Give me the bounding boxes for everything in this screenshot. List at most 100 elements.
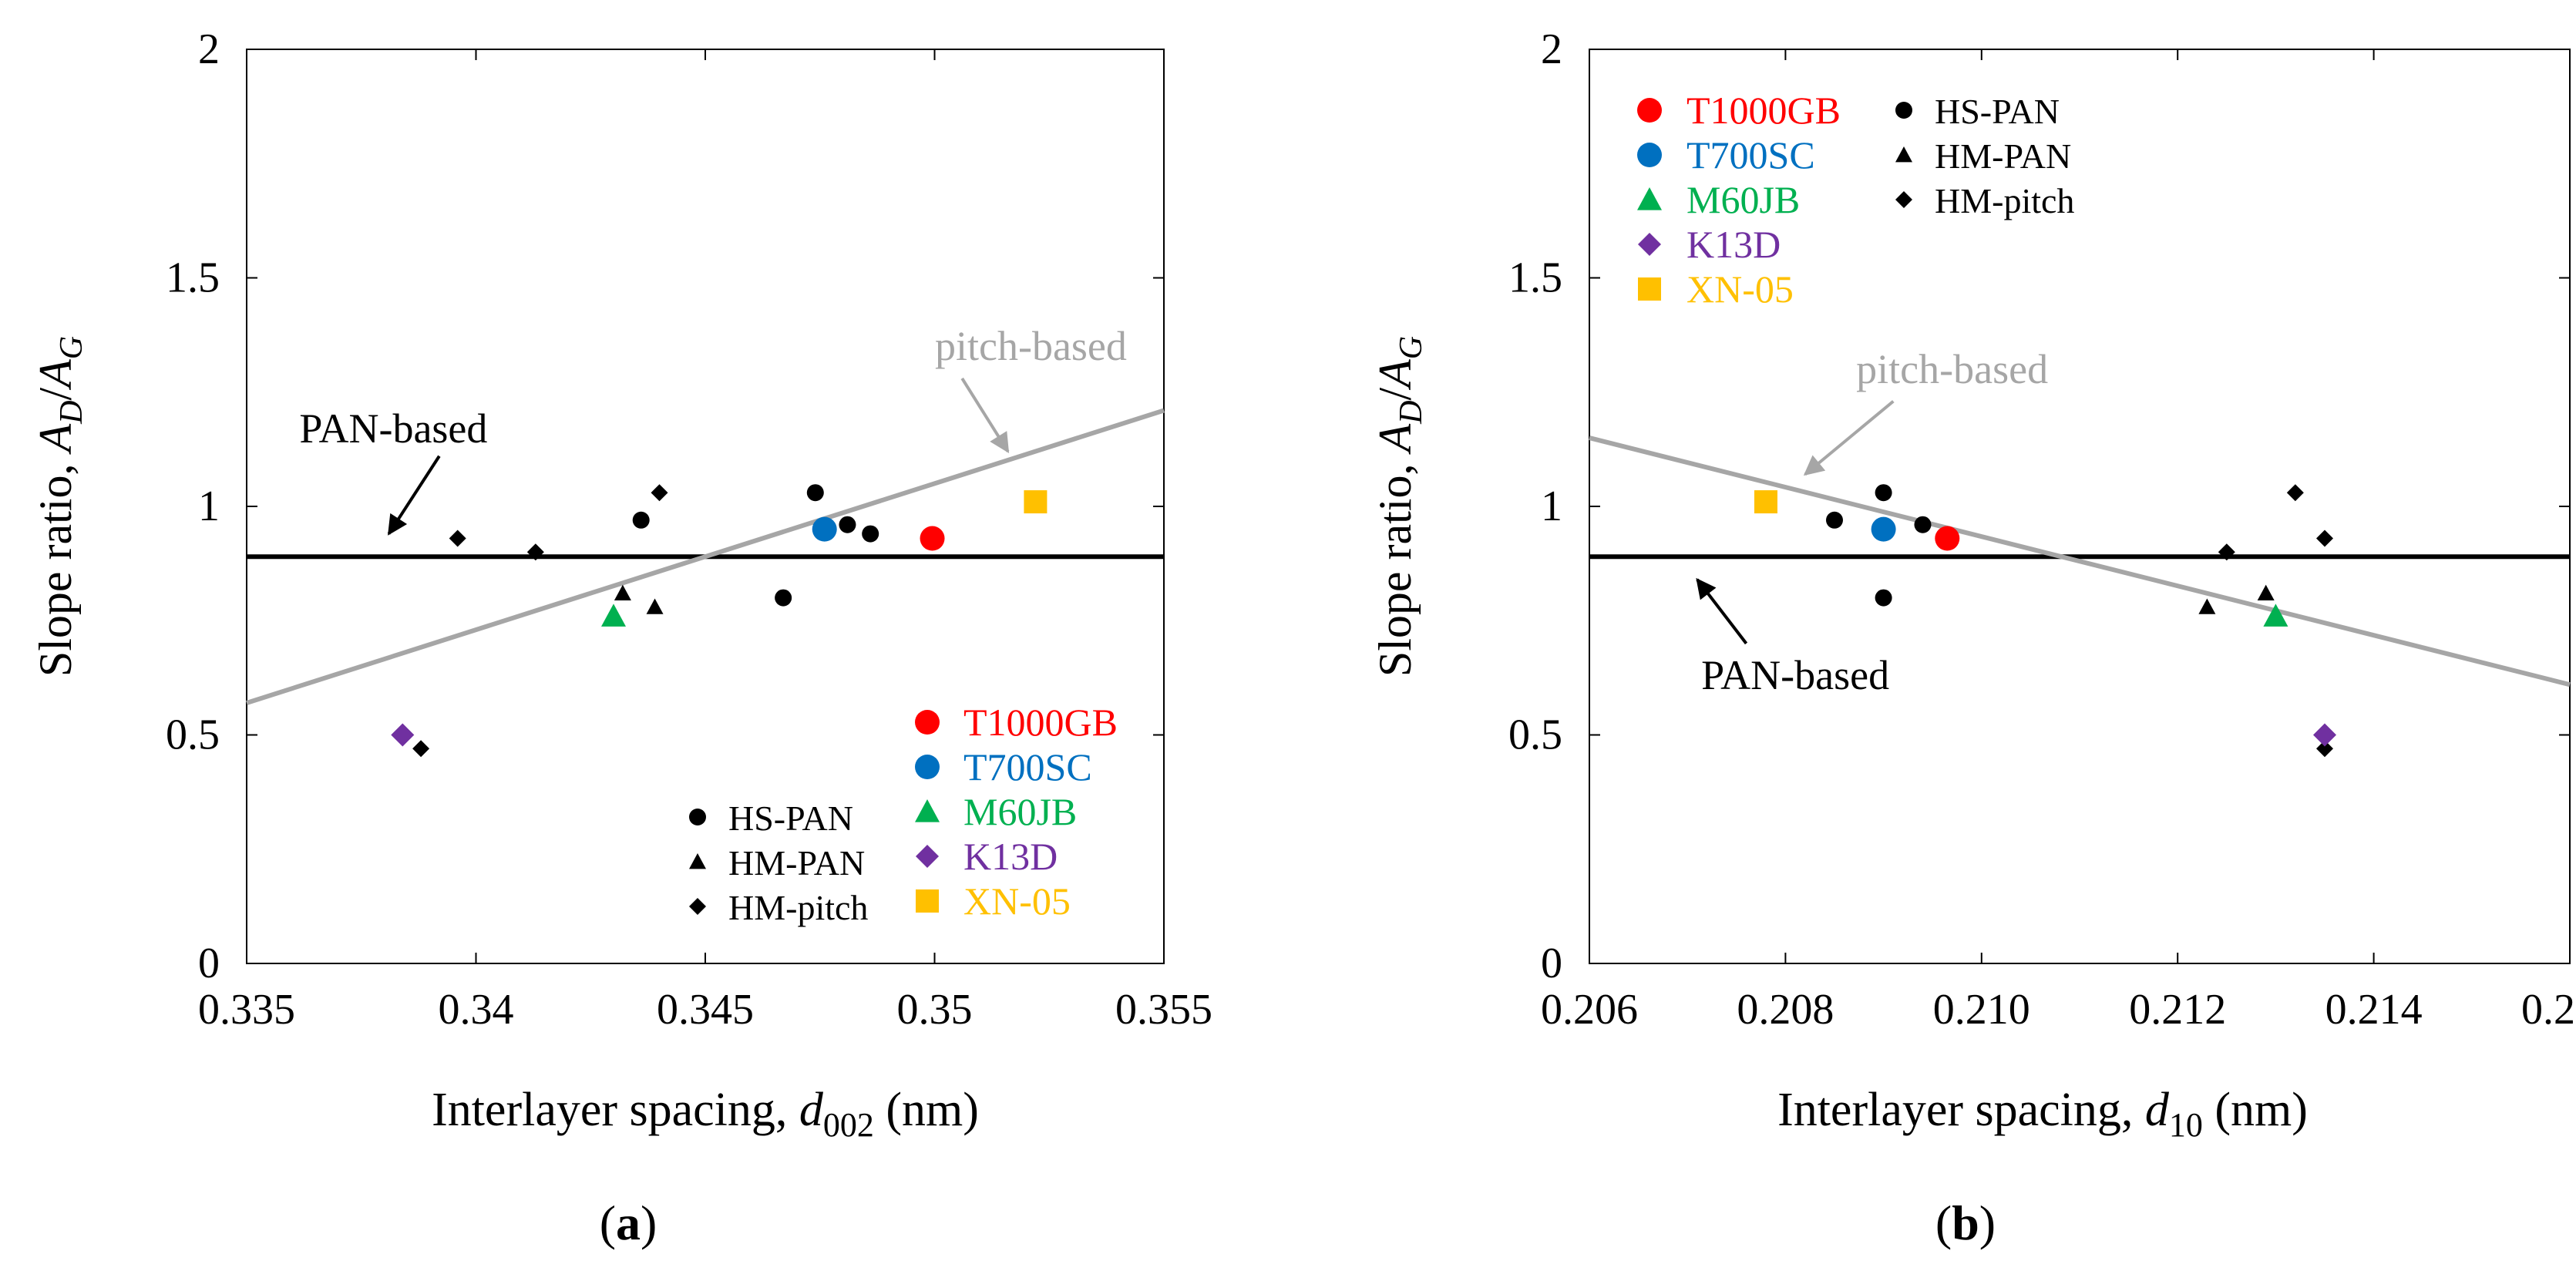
panel-a: 0.335 0.34 0.345 0.35 0.355 0 0.5 1 1.5 2 PAN-base… — [30, 25, 1212, 1250]
data-point-hs-pan — [775, 589, 792, 607]
annotation-arrow — [1696, 577, 1748, 645]
legend-marker-t700sc — [1637, 143, 1662, 167]
x-tick-label: 0.34 — [439, 986, 514, 1034]
legend-label: HM-PAN — [1935, 136, 2071, 176]
panel-b: 0.206 0.208 0.210 0.212 0.214 0.216 0 0.5 1 1.5 2 p… — [1370, 25, 2576, 1250]
legend-marker-t1000gb — [1637, 98, 1662, 123]
data-point-hm-pitch — [412, 740, 430, 758]
y-tick-label: 1 — [1541, 482, 1562, 530]
data-point-hs-pan — [1875, 589, 1892, 607]
annotation-arrow — [387, 455, 441, 536]
panel-caption: (a) — [600, 1195, 657, 1250]
data-point-hs-pan — [839, 516, 856, 533]
data-point-hm-pitch — [2286, 484, 2304, 502]
x-tick-label: 0.208 — [1737, 986, 1834, 1034]
data-point-t1000gb — [1935, 526, 1960, 551]
data-point-hm-pitch — [2316, 530, 2333, 547]
data-point-t700sc — [812, 516, 837, 542]
x-tick-label: 0.216 — [2521, 986, 2576, 1034]
legend-marker-hm-pitch — [1895, 191, 1912, 208]
legend-label: HM-pitch — [728, 888, 868, 927]
y-tick-label: 0 — [198, 940, 220, 987]
legend-marker-hs-pan — [1895, 102, 1912, 119]
x-tick-label: 0.214 — [2325, 986, 2423, 1034]
data-point-hm-pan — [2257, 584, 2275, 601]
data-point-hs-pan — [1826, 511, 1843, 529]
y-tick-label: 1.5 — [166, 254, 220, 302]
x-tick-label: 0.206 — [1541, 986, 1638, 1034]
legend-marker-t700sc — [915, 755, 940, 779]
legend-label: T1000GB — [1687, 89, 1841, 132]
data-point-t1000gb — [920, 526, 945, 551]
legend-marker-hm-pan — [689, 853, 706, 869]
legend-marker-xn-05 — [1638, 277, 1661, 301]
data-point-m60jb — [601, 604, 626, 627]
x-tick-label: 0.345 — [657, 986, 754, 1034]
x-tick-label: 0.35 — [897, 986, 973, 1034]
y-tick-label: 0.5 — [166, 711, 220, 759]
legend-marker-t1000gb — [915, 710, 940, 735]
data-point-hs-pan — [1875, 484, 1892, 502]
legend-label: HS-PAN — [1935, 92, 2060, 131]
legend-label: M60JB — [1687, 178, 1800, 221]
y-axis-label: Slope ratio, AD/AG — [1370, 336, 1429, 677]
x-axis-label: Interlayer spacing, d002 (nm) — [432, 1084, 979, 1144]
annotation-pitch-based: pitch-based — [935, 323, 1127, 369]
data-point-hm-pan — [2198, 598, 2216, 614]
x-axis-label: Interlayer spacing, d10 (nm) — [1777, 1084, 2308, 1144]
y-tick-label: 0 — [1541, 940, 1562, 987]
legend-marker-xn-05 — [916, 889, 939, 913]
annotation-arrow — [1803, 400, 1895, 476]
legend-marker-m60jb — [915, 799, 940, 822]
data-point-k13d — [391, 723, 415, 747]
data-point-hs-pan — [806, 484, 824, 502]
x-tick-label: 0.210 — [1933, 986, 2030, 1034]
data-point-hs-pan — [862, 525, 879, 543]
data-point-hm-pitch — [526, 543, 544, 561]
data-point-k13d — [2313, 723, 2336, 747]
legend-label: K13D — [1687, 223, 1781, 266]
legend-marker-m60jb — [1637, 187, 1662, 210]
data-point-hs-pan — [1914, 516, 1932, 533]
annotation-pitch-based: pitch-based — [1856, 346, 2048, 392]
y-tick-label: 2 — [1541, 25, 1562, 73]
x-tick-label: 0.212 — [2129, 986, 2226, 1034]
y-tick-label: 1 — [198, 482, 220, 530]
data-point-m60jb — [2263, 604, 2288, 627]
panel-caption: (b) — [1935, 1195, 1996, 1250]
x-tick-label: 0.335 — [198, 986, 295, 1034]
data-point-hm-pitch — [2316, 740, 2333, 758]
legend-marker-hm-pan — [1895, 146, 1912, 163]
legend-label: T700SC — [1687, 133, 1815, 177]
data-point-hm-pitch — [449, 530, 466, 547]
data-point-hs-pan — [632, 511, 650, 529]
legend-marker-hs-pan — [689, 809, 706, 825]
data-point-hm-pan — [646, 598, 664, 614]
legend-label: HS-PAN — [728, 799, 853, 838]
y-tick-label: 0.5 — [1508, 711, 1562, 759]
pitch-based-line — [246, 408, 1165, 705]
y-tick-label: 2 — [198, 25, 220, 73]
data-point-hm-pitch — [651, 484, 668, 502]
data-point-t700sc — [1871, 516, 1896, 542]
legend-marker-hm-pitch — [689, 898, 706, 915]
legend-marker-k13d — [916, 845, 939, 868]
legend-marker-k13d — [1638, 233, 1661, 256]
y-axis-label: Slope ratio, AD/AG — [30, 336, 89, 677]
annotation-arrow — [960, 377, 1010, 454]
legend-label: T1000GB — [963, 701, 1118, 744]
y-tick-label: 1.5 — [1508, 254, 1562, 302]
legend-label: HM-pitch — [1935, 181, 2074, 220]
legend-label: M60JB — [963, 790, 1077, 833]
data-point-xn-05 — [1024, 490, 1048, 514]
legend-label: XN-05 — [963, 879, 1071, 923]
annotation-pan-based: PAN-based — [1701, 652, 1889, 698]
legend-label: T700SC — [963, 745, 1092, 788]
annotation-pan-based: PAN-based — [299, 405, 487, 452]
data-point-hm-pitch — [2218, 543, 2235, 561]
legend-label: XN-05 — [1687, 267, 1794, 311]
x-tick-label: 0.355 — [1115, 986, 1212, 1034]
legend-label: K13D — [963, 835, 1058, 878]
data-point-xn-05 — [1754, 490, 1777, 514]
